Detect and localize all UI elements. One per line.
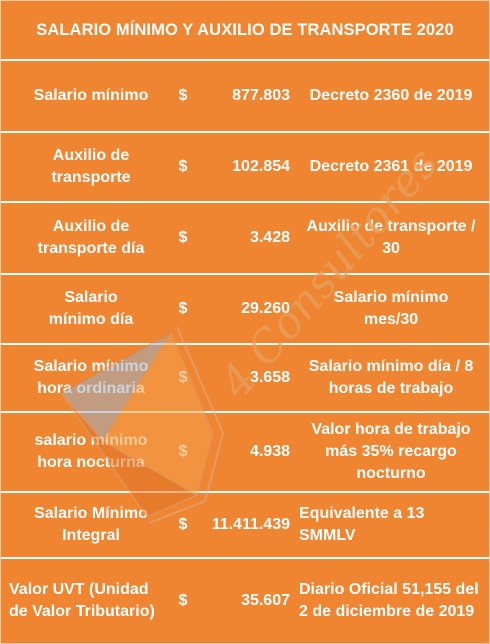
row-label: salario mínimo hora nocturna (34, 432, 148, 471)
table-title: SALARIO MÍNIMO Y AUXILIO DE TRANSPORTE 2… (1, 1, 489, 61)
table-row: Auxilio de transporte día $ 3.428 Auxili… (1, 203, 489, 275)
currency-symbol: $ (178, 87, 188, 104)
table-row: Salario mínimo día $ 29.260 Salario míni… (1, 275, 489, 345)
row-note: Valor hora de trabajo más 35% recargo no… (311, 421, 471, 482)
currency-symbol: $ (178, 516, 188, 533)
table-row: Salario mínimo $ 877.803 Decreto 2360 de… (1, 61, 489, 133)
row-value: 4.938 (249, 443, 290, 460)
currency-symbol: $ (178, 229, 188, 246)
row-value: 102.854 (232, 158, 290, 175)
row-note: Auxilio de transporte / 30 (306, 218, 476, 257)
row-note: Equivalente a 13 SMMLV (299, 505, 425, 544)
currency-symbol: $ (178, 443, 188, 460)
row-note: Salario mínimo mes/30 (333, 289, 449, 328)
currency-symbol: $ (178, 592, 188, 609)
row-note: Salario mínimo día / 8 horas de trabajo (308, 358, 474, 397)
row-value: 3.658 (249, 369, 290, 386)
row-label: Auxilio de transporte (51, 147, 131, 186)
table-row: Salario Mínimo Integral $ 11.411.439 Equ… (1, 493, 489, 559)
row-label: Salario mínimo día (48, 289, 134, 328)
row-note: Decreto 2361 de 2019 (309, 158, 473, 175)
row-label: Valor UVT (Unidad de Valor Tributario) (9, 581, 155, 620)
row-value: 11.411.439 (211, 516, 290, 533)
table-row: Valor UVT (Unidad de Valor Tributario) $… (1, 559, 489, 643)
row-label: Salario mínimo (33, 87, 149, 104)
row-value: 29.260 (241, 300, 290, 317)
row-value: 877.803 (232, 87, 290, 104)
table-row: Auxilio de transporte $ 102.854 Decreto … (1, 133, 489, 203)
row-note: Decreto 2360 de 2019 (309, 87, 473, 104)
row-value: 35.607 (241, 592, 290, 609)
currency-symbol: $ (178, 300, 188, 317)
row-value: 3.428 (249, 229, 290, 246)
row-note: Diario Oficial 51,155 del 2 de diciembre… (299, 581, 479, 620)
table-row: Salario mínimo hora ordinaria $ 3.658 Sa… (1, 345, 489, 413)
currency-symbol: $ (178, 369, 188, 386)
currency-symbol: $ (178, 158, 188, 175)
row-label: Auxilio de transporte día (37, 218, 145, 257)
table-row: salario mínimo hora nocturna $ 4.938 Val… (1, 413, 489, 493)
row-label: Salario Mínimo Integral (34, 505, 148, 544)
row-label: Salario mínimo hora ordinaria (33, 358, 149, 397)
